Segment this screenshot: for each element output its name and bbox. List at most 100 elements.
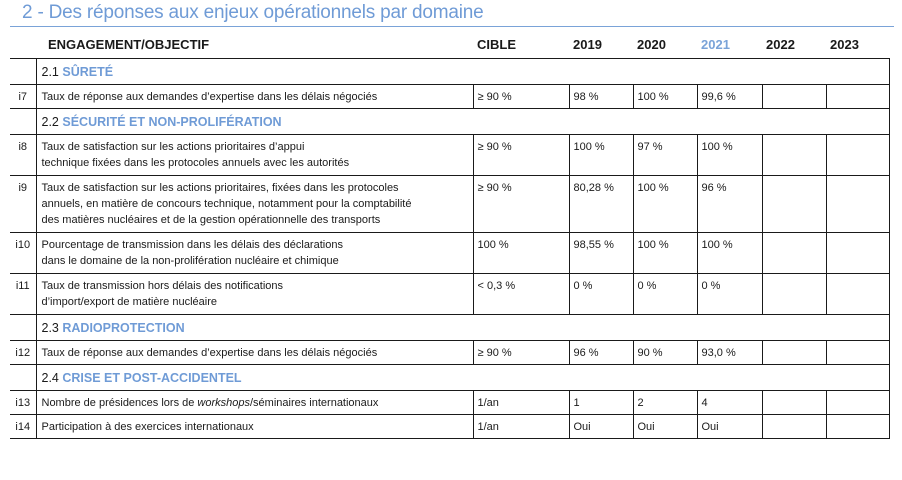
year-value-2019: 98,55 % bbox=[568, 232, 634, 274]
section-index-cell bbox=[10, 364, 37, 391]
section-heading: 2.3 RADIOPROTECTION bbox=[35, 314, 890, 341]
table-row: i13 Nombre de présidences lors de worksho… bbox=[10, 390, 890, 415]
year-value-2023 bbox=[825, 414, 890, 439]
year-value-2020: 100 % bbox=[632, 84, 698, 109]
year-value-2021: 99,6 % bbox=[696, 84, 763, 109]
description-line: des matières nucléaires et de la gestion… bbox=[41, 214, 381, 226]
indicator-id: i7 bbox=[10, 84, 37, 109]
year-value-2020: 100 % bbox=[632, 232, 698, 274]
indicator-id: i10 bbox=[10, 232, 37, 274]
section-heading: 2.2 SÉCURITÉ ET NON-PROLIFÉRATION bbox=[35, 108, 890, 135]
indicator-id: i13 bbox=[10, 390, 37, 415]
target-value: ≥ 90 % bbox=[472, 134, 570, 176]
indicator-description: Participation à des exercices internatio… bbox=[35, 414, 474, 439]
year-value-2020: Oui bbox=[632, 414, 698, 439]
section-index-cell bbox=[10, 58, 37, 85]
header-year-2021: 2021 bbox=[701, 36, 730, 52]
year-value-2021: 100 % bbox=[696, 134, 763, 176]
year-value-2022 bbox=[761, 390, 827, 415]
year-value-2020: 0 % bbox=[632, 273, 698, 315]
year-value-2023 bbox=[825, 134, 890, 176]
description-line: Participation à des exercices internatio… bbox=[41, 421, 254, 433]
section-number: 2.3 bbox=[41, 320, 59, 335]
indicator-description: Pourcentage de transmission dans les dél… bbox=[35, 232, 474, 274]
year-value-2020: 2 bbox=[632, 390, 698, 415]
header-objective: ENGAGEMENT/OBJECTIF bbox=[48, 36, 210, 52]
year-value-2023 bbox=[825, 273, 890, 315]
year-value-2022 bbox=[761, 232, 827, 274]
header-year-2019: 2019 bbox=[573, 36, 602, 52]
target-value: < 0,3 % bbox=[472, 273, 570, 315]
year-value-2021: 93,0 % bbox=[696, 340, 763, 365]
header-year-2023: 2023 bbox=[830, 36, 859, 52]
section-index-cell bbox=[10, 314, 37, 341]
target-value: ≥ 90 % bbox=[472, 175, 570, 233]
year-value-2020: 90 % bbox=[632, 340, 698, 365]
table-row: i8 Taux de satisfaction sur les actions p… bbox=[10, 134, 890, 176]
year-value-2019: Oui bbox=[568, 414, 634, 439]
year-value-2021: 96 % bbox=[696, 175, 763, 233]
year-value-2020: 100 % bbox=[632, 175, 698, 233]
year-value-2023 bbox=[825, 175, 890, 233]
year-value-2019: 80,28 % bbox=[568, 175, 634, 233]
year-value-2022 bbox=[761, 340, 827, 365]
section-label: RADIOPROTECTION bbox=[62, 320, 185, 335]
description-line: Nombre de présidences lors de workshops/… bbox=[42, 395, 468, 411]
year-value-2019: 0 % bbox=[568, 273, 634, 315]
indicator-description: Taux de réponse aux demandes d’expertise… bbox=[35, 84, 474, 109]
section-row: 2.4 CRISE ET POST-ACCIDENTEL bbox=[10, 364, 890, 391]
year-value-2019: 96 % bbox=[568, 340, 634, 365]
indicator-description: Taux de transmission hors délais des not… bbox=[35, 273, 474, 315]
section-label: CRISE ET POST-ACCIDENTEL bbox=[62, 370, 242, 385]
year-value-2023 bbox=[825, 232, 890, 274]
section-label: SÉCURITÉ ET NON-PROLIFÉRATION bbox=[62, 114, 282, 129]
year-value-2022 bbox=[761, 414, 827, 439]
year-value-2022 bbox=[761, 84, 827, 109]
section-number: 2.2 bbox=[41, 114, 59, 129]
section-heading: 2.1 SÛRETÉ bbox=[35, 58, 890, 85]
year-value-2021: Oui bbox=[696, 414, 763, 439]
indicator-description: Nombre de présidences lors de workshops/… bbox=[35, 390, 474, 415]
indicators-table: ENGAGEMENT/OBJECTIF CIBLE 2019 2020 2021… bbox=[10, 30, 890, 439]
indicator-description: Taux de réponse aux demandes d’expertise… bbox=[35, 340, 474, 365]
description-line: Pourcentage de transmission dans les dél… bbox=[41, 239, 343, 251]
year-value-2023 bbox=[825, 84, 890, 109]
target-value: 1/an bbox=[472, 390, 570, 415]
year-value-2022 bbox=[761, 273, 827, 315]
year-value-2022 bbox=[761, 134, 827, 176]
description-text: Nombre de présidences lors de bbox=[41, 397, 198, 409]
title-divider bbox=[10, 26, 894, 27]
description-text: /séminaires internationaux bbox=[250, 397, 379, 409]
section-label: SÛRETÉ bbox=[62, 64, 114, 79]
table-row: i7 Taux de réponse aux demandes d’experti… bbox=[10, 84, 890, 109]
year-value-2022 bbox=[761, 175, 827, 233]
year-value-2020: 97 % bbox=[632, 134, 698, 176]
section-row: 2.3 RADIOPROTECTION bbox=[10, 314, 890, 341]
year-value-2021: 100 % bbox=[696, 232, 763, 274]
year-value-2019: 100 % bbox=[568, 134, 634, 176]
indicator-description: Taux de satisfaction sur les actions pri… bbox=[35, 134, 474, 176]
description-italic-text: workshops bbox=[197, 397, 250, 409]
table-row: i12 Taux de réponse aux demandes d’expert… bbox=[10, 340, 890, 365]
indicator-id: i8 bbox=[10, 134, 37, 176]
indicator-id: i12 bbox=[10, 340, 37, 365]
indicator-id: i14 bbox=[10, 414, 37, 439]
target-value: ≥ 90 % bbox=[472, 340, 570, 365]
year-value-2023 bbox=[825, 340, 890, 365]
year-value-2023 bbox=[825, 390, 890, 415]
description-line: technique fixées dans les protocoles ann… bbox=[41, 157, 350, 169]
description-line: Taux de transmission hors délais des not… bbox=[41, 280, 284, 292]
description-line: Taux de réponse aux demandes d’expertise… bbox=[41, 91, 378, 103]
section-number: 2.1 bbox=[41, 64, 59, 79]
header-year-2020: 2020 bbox=[637, 36, 666, 52]
header-year-2022: 2022 bbox=[766, 36, 795, 52]
indicator-description: Taux de satisfaction sur les actions pri… bbox=[35, 175, 474, 233]
header-target: CIBLE bbox=[477, 36, 516, 52]
section-number: 2.4 bbox=[41, 370, 59, 385]
section-heading: 2.4 CRISE ET POST-ACCIDENTEL bbox=[35, 364, 890, 391]
description-line: Taux de satisfaction sur les actions pri… bbox=[41, 182, 399, 194]
section-row: 2.1 SÛRETÉ bbox=[10, 58, 890, 85]
target-value: 1/an bbox=[472, 414, 570, 439]
table-row: i9 Taux de satisfaction sur les actions p… bbox=[10, 175, 890, 233]
section-index-cell bbox=[10, 108, 37, 135]
